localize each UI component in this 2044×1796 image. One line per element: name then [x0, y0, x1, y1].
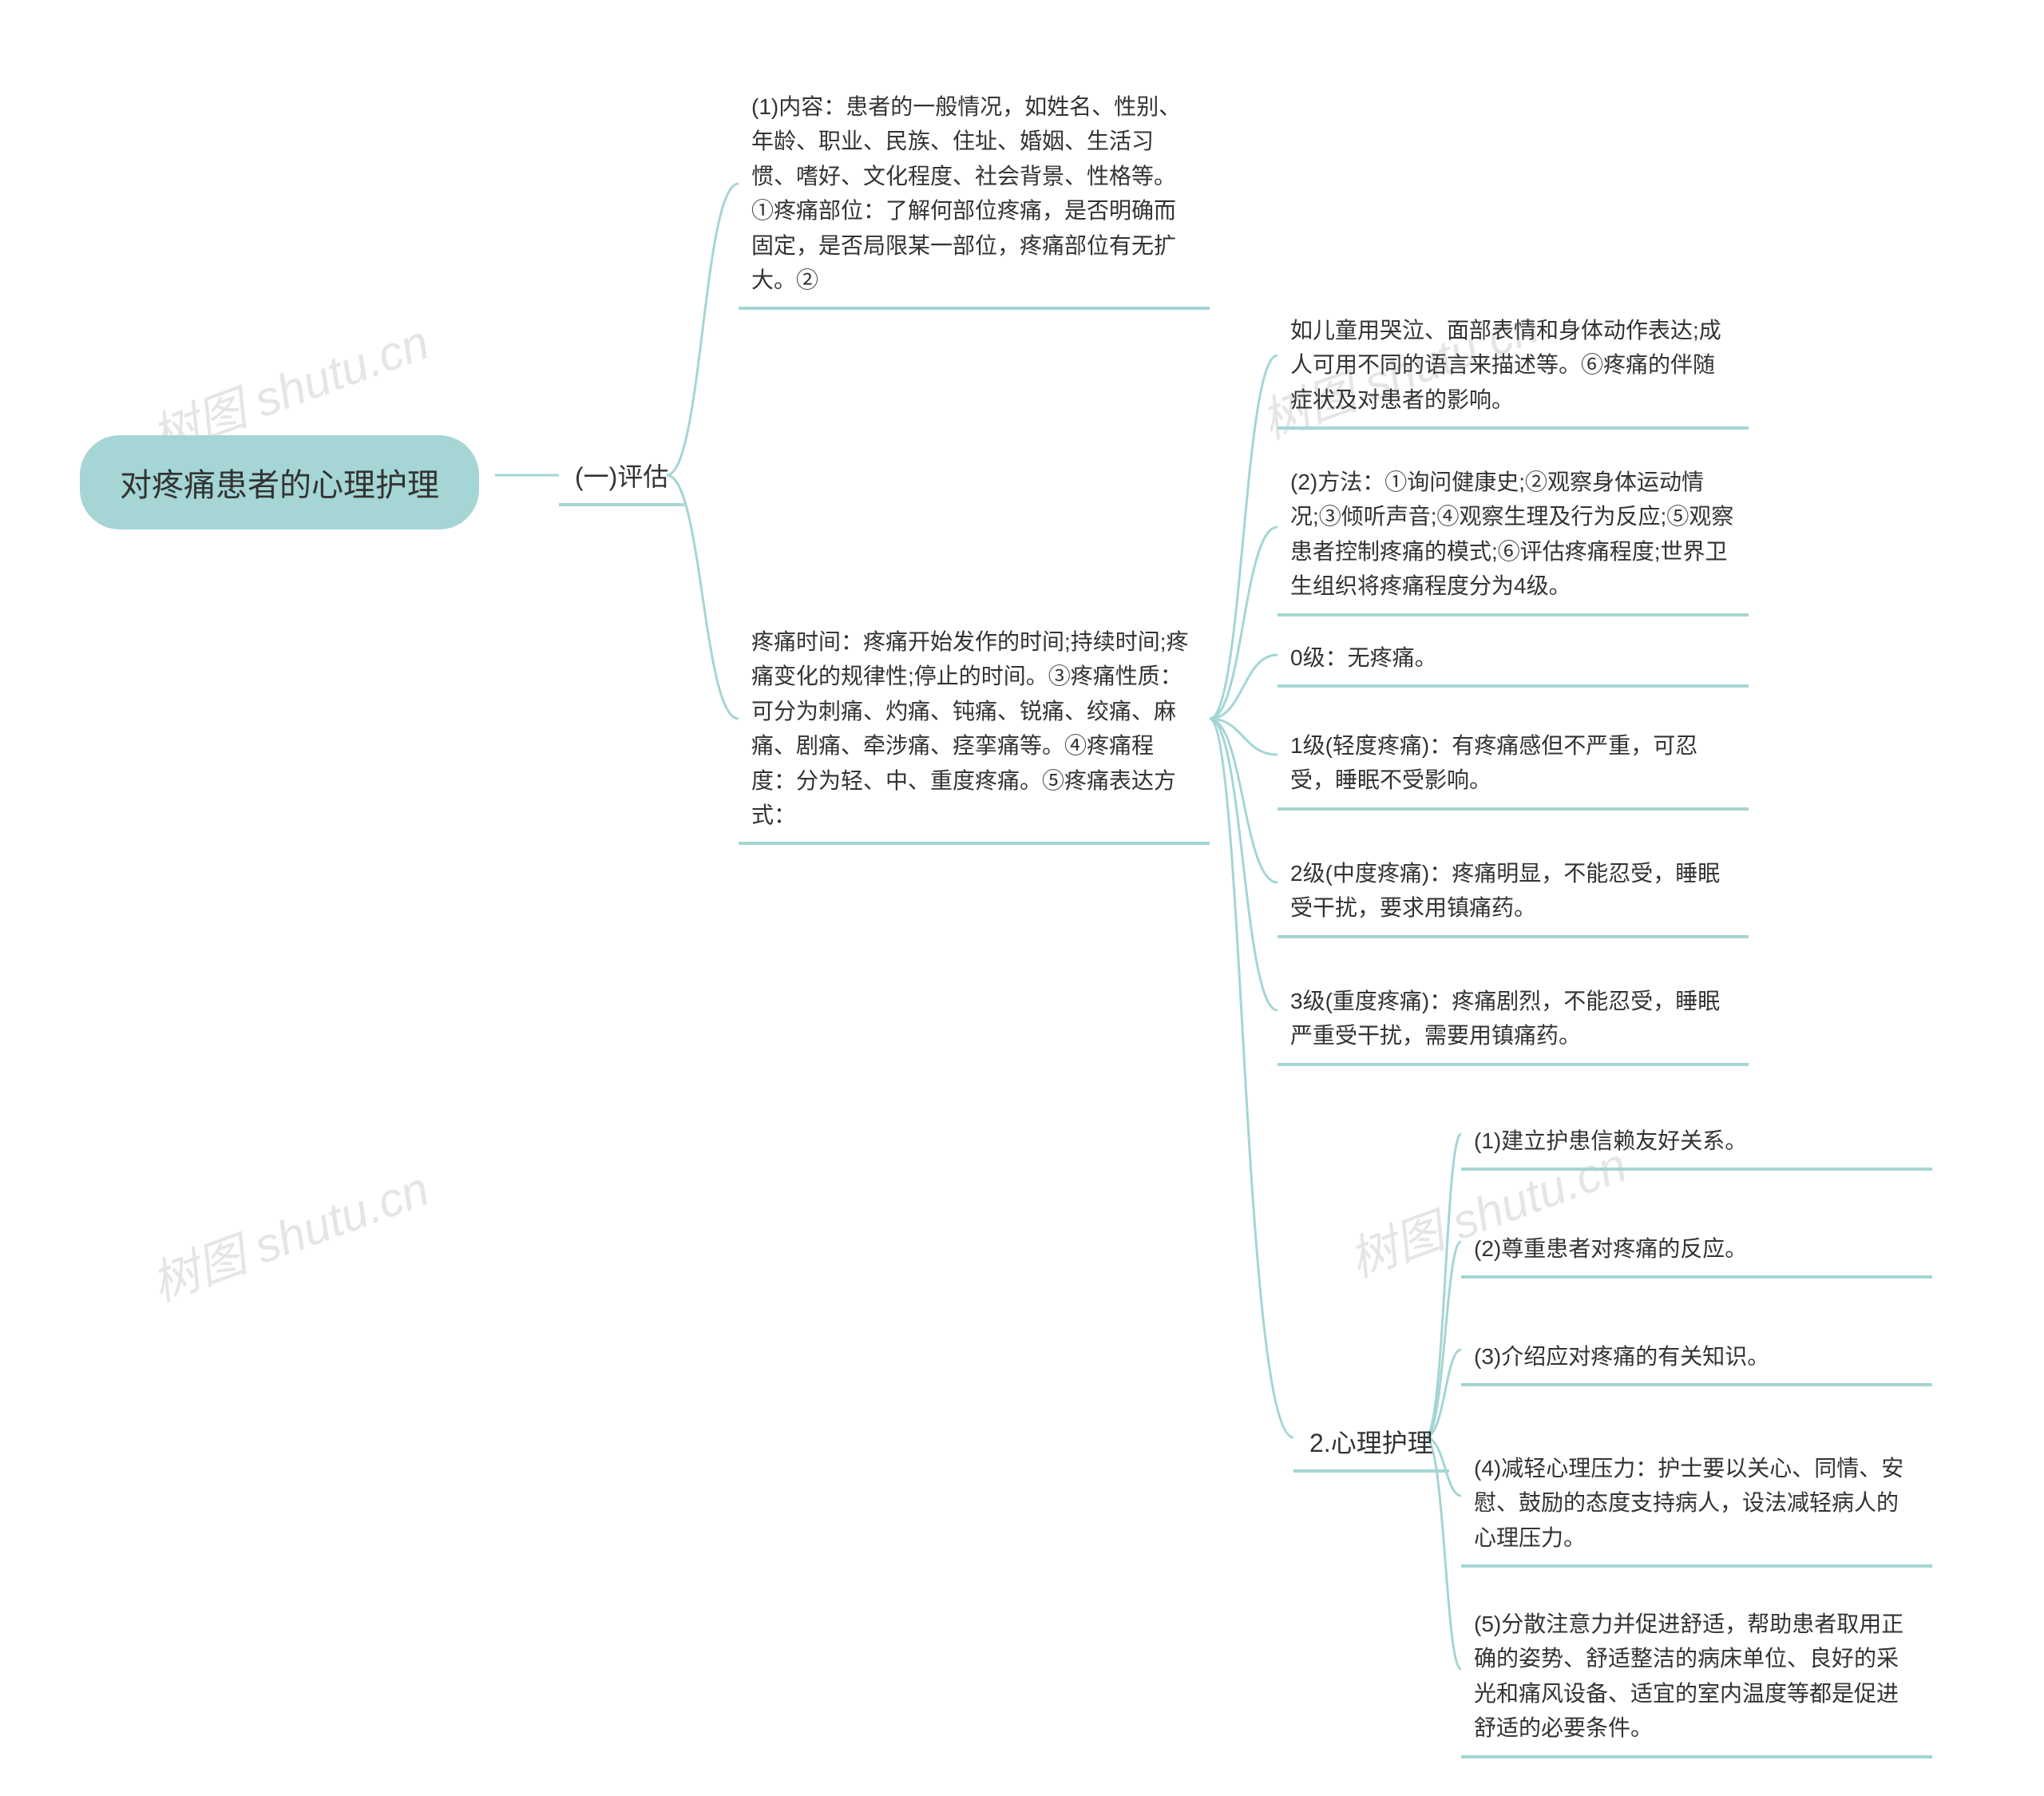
level3-label: (2)方法：①询问健康史;②观察身体运动情况;③倾听声音;④观察生理及行为反应;…	[1290, 470, 1733, 598]
level3-item[interactable]: 如儿童用哭泣、面部表情和身体动作表达;成人可用不同的语言来描述等。⑥疼痛的伴随症…	[1278, 303, 1749, 430]
level3-label: 2级(中度疼痛)：疼痛明显，不能忍受，睡眠受干扰，要求用镇痛药。	[1290, 861, 1720, 920]
level1-node-assessment[interactable]: (一)评估	[559, 447, 684, 506]
mindmap-root[interactable]: 对疼痛患者的心理护理	[80, 435, 479, 529]
care-item[interactable]: (2)尊重患者对疼痛的反应。	[1461, 1222, 1932, 1279]
level3-item[interactable]: 1级(轻度疼痛)：有疼痛感但不严重，可忍受，睡眠不受影响。	[1278, 719, 1749, 811]
level3-label: 如儿童用哭泣、面部表情和身体动作表达;成人可用不同的语言来描述等。⑥疼痛的伴随症…	[1290, 318, 1721, 412]
level2-node-paintime[interactable]: 疼痛时间：疼痛开始发作的时间;持续时间;疼痛变化的规律性;停止的时间。③疼痛性质…	[739, 615, 1210, 845]
care-label: (4)减轻心理压力：护士要以关心、同情、安慰、鼓励的态度支持病人，设法减轻病人的…	[1474, 1456, 1903, 1550]
level2-node-content[interactable]: (1)内容：患者的一般情况，如姓名、性别、年龄、职业、民族、住址、婚姻、生活习惯…	[739, 80, 1210, 310]
level3-node-psychcare[interactable]: 2.心理护理	[1293, 1413, 1449, 1473]
level3-item[interactable]: 0级：无疼痛。	[1278, 631, 1749, 688]
level3-label: 0级：无疼痛。	[1290, 645, 1437, 670]
care-label: (2)尊重患者对疼痛的反应。	[1474, 1236, 1747, 1261]
level3-item[interactable]: 3级(重度疼痛)：疼痛剧烈，不能忍受，睡眠严重受干扰，需要用镇痛药。	[1278, 974, 1749, 1066]
psychcare-label: 2.心理护理	[1309, 1429, 1433, 1457]
care-item[interactable]: (3)介绍应对疼痛的有关知识。	[1461, 1330, 1932, 1386]
level3-label: 1级(轻度疼痛)：有疼痛感但不严重，可忍受，睡眠不受影响。	[1290, 733, 1697, 792]
care-label: (1)建立护患信赖友好关系。	[1474, 1128, 1747, 1153]
level3-item[interactable]: (2)方法：①询问健康史;②观察身体运动情况;③倾听声音;④观察生理及行为反应;…	[1278, 455, 1749, 617]
level2-label: 疼痛时间：疼痛开始发作的时间;持续时间;疼痛变化的规律性;停止的时间。③疼痛性质…	[751, 629, 1189, 827]
care-item[interactable]: (4)减轻心理压力：护士要以关心、同情、安慰、鼓励的态度支持病人，设法减轻病人的…	[1461, 1441, 1932, 1568]
watermark: 树图 shutu.cn	[141, 1150, 437, 1314]
level2-label: (1)内容：患者的一般情况，如姓名、性别、年龄、职业、民族、住址、婚姻、生活习惯…	[751, 94, 1181, 292]
care-label: (5)分散注意力并促进舒适，帮助患者取用正确的姿势、舒适整洁的病床单位、良好的采…	[1474, 1612, 1903, 1740]
care-label: (3)介绍应对疼痛的有关知识。	[1474, 1344, 1769, 1369]
root-label: 对疼痛患者的心理护理	[120, 468, 439, 503]
level3-item[interactable]: 2级(中度疼痛)：疼痛明显，不能忍受，睡眠受干扰，要求用镇痛药。	[1278, 846, 1749, 938]
care-item[interactable]: (5)分散注意力并促进舒适，帮助患者取用正确的姿势、舒适整洁的病床单位、良好的采…	[1461, 1597, 1932, 1758]
care-item[interactable]: (1)建立护患信赖友好关系。	[1461, 1114, 1932, 1171]
level3-label: 3级(重度疼痛)：疼痛剧烈，不能忍受，睡眠严重受干扰，需要用镇痛药。	[1290, 989, 1720, 1048]
level1-label: (一)评估	[575, 462, 668, 491]
